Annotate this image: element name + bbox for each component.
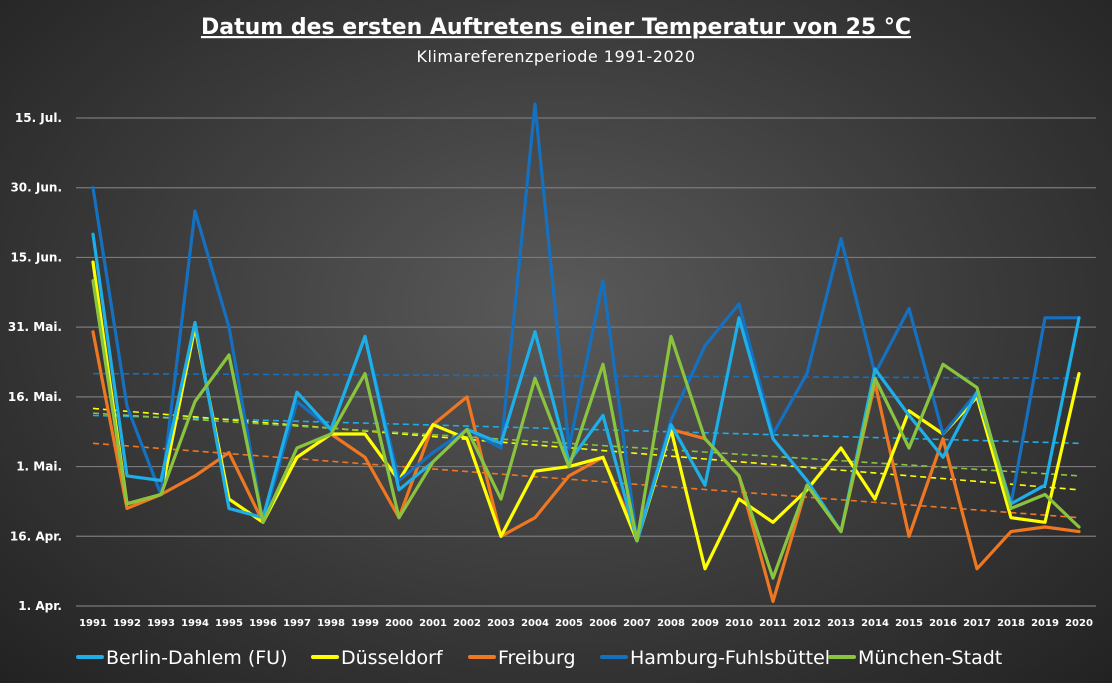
legend-label: Hamburg-Fuhlsbüttel (630, 647, 830, 669)
x-tick-label: 2016 (929, 618, 957, 629)
x-tick-label: 2013 (827, 618, 855, 629)
y-tick-label: 16. Apr. (10, 529, 62, 543)
trendline (92, 407, 1080, 491)
x-tick-label: 2004 (521, 618, 549, 629)
x-tick-label: 2007 (623, 618, 651, 629)
legend-label: München-Stadt (858, 647, 1002, 669)
chart-subtitle: Klimareferenzperiode 1991-2020 (416, 47, 695, 66)
chart-title: Datum des ersten Auftretens einer Temper… (201, 15, 911, 40)
y-axis-tick-labels: 1. Apr. 16. Apr. 1. Mai. 16. Mai. 31. Mai. 15… (8, 111, 62, 613)
x-tick-label: 2006 (589, 618, 617, 629)
y-tick-label: 15. Jun. (10, 250, 62, 264)
x-axis-tick-labels: 1991 1992 1993 1994 1995 1996 1997 1998 1999 2000… (79, 618, 1093, 629)
x-tick-label: 2000 (385, 618, 413, 629)
trendlines (92, 372, 1080, 519)
y-tick-label: 1. Apr. (18, 599, 62, 613)
x-tick-label: 1999 (351, 618, 379, 629)
series-lines (91, 102, 1081, 604)
x-tick-label: 1998 (317, 618, 345, 629)
x-tick-label: 2019 (1031, 618, 1059, 629)
x-tick-label: 2018 (997, 618, 1025, 629)
x-tick-label: 2001 (419, 618, 447, 629)
x-tick-label: 1996 (249, 618, 277, 629)
y-tick-label: 16. Mai. (8, 390, 62, 404)
x-tick-label: 2012 (793, 618, 821, 629)
series-line (91, 232, 1081, 543)
x-tick-label: 1997 (283, 618, 311, 629)
x-tick-label: 2002 (453, 618, 481, 629)
x-tick-label: 2014 (861, 618, 889, 629)
y-tick-label: 30. Jun. (10, 181, 62, 195)
trendline (92, 372, 1080, 380)
legend-label: Düsseldorf (341, 647, 444, 669)
x-tick-label: 2011 (759, 618, 787, 629)
series-line (91, 260, 1081, 571)
legend-label: Berlin-Dahlem (FU) (106, 647, 287, 669)
x-tick-label: 1991 (79, 618, 107, 629)
y-tick-label: 1. Mai. (16, 460, 62, 474)
trendline (92, 442, 1080, 519)
x-tick-label: 1995 (215, 618, 243, 629)
x-tick-label: 2008 (657, 618, 685, 629)
x-tick-label: 1992 (113, 618, 141, 629)
trendline (92, 414, 1080, 445)
y-tick-label: 15. Jul. (15, 111, 62, 125)
x-tick-label: 2003 (487, 618, 515, 629)
x-tick-label: 2015 (895, 618, 923, 629)
trendline (92, 412, 1080, 477)
x-tick-label: 2017 (963, 618, 991, 629)
series-line (91, 279, 1081, 580)
x-tick-label: 1994 (181, 618, 209, 629)
legend-label: Freiburg (498, 647, 576, 669)
legend: Berlin-Dahlem (FU) Düsseldorf Freiburg Hamb… (76, 647, 1002, 669)
x-tick-label: 2005 (555, 618, 583, 629)
series-line (91, 330, 1081, 604)
x-tick-label: 2020 (1065, 618, 1093, 629)
x-tick-label: 2009 (691, 618, 719, 629)
x-tick-label: 2010 (725, 618, 753, 629)
x-tick-label: 1993 (147, 618, 175, 629)
y-tick-label: 31. Mai. (8, 320, 62, 334)
